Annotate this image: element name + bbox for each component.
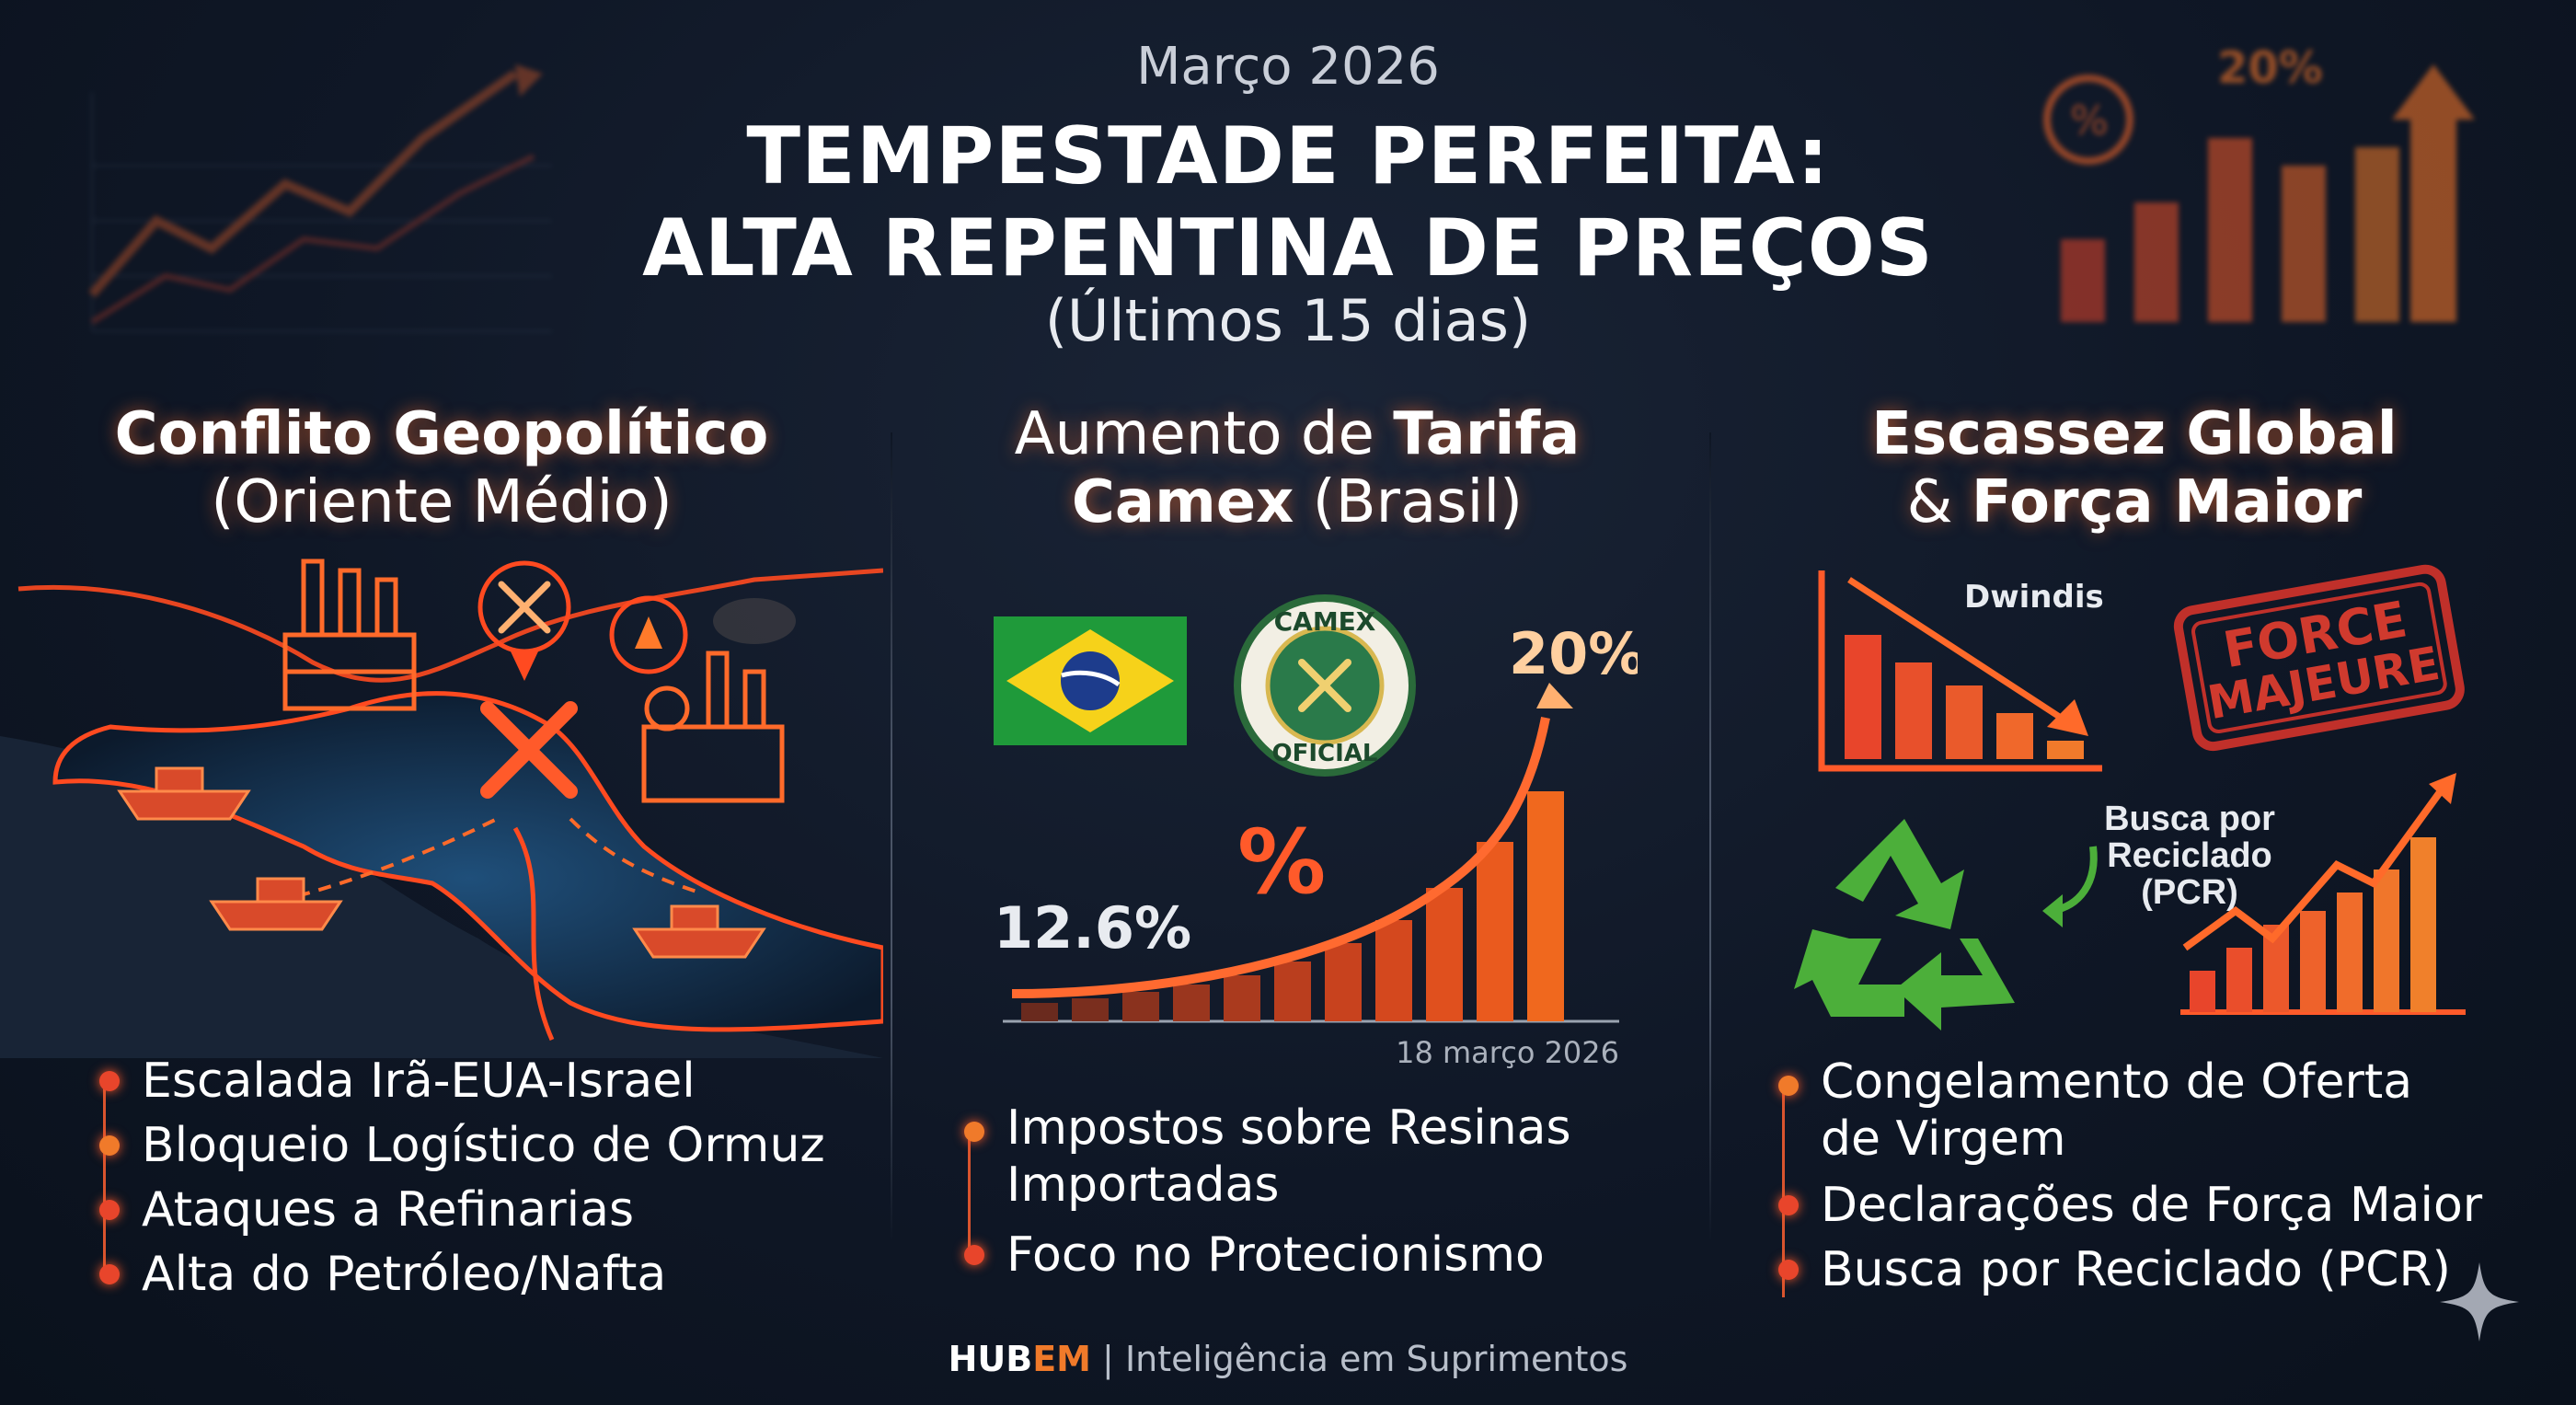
page-title: TEMPESTADE PERFEITA: ALTA REPENTINA DE P… (0, 110, 2576, 294)
bullet-text: Foco no Protecionismo (1006, 1227, 1545, 1283)
bullet-dot-icon (1778, 1195, 1799, 1215)
brazil-flag-icon (994, 616, 1187, 745)
col1-bullet-item: Alta do Petróleo/Nafta (92, 1242, 865, 1307)
percent-symbol-icon: % (1237, 811, 1326, 914)
bullet-dot-icon (99, 1200, 120, 1220)
bullet-text: Impostos sobre Resinas Importadas (1006, 1100, 1571, 1213)
col3-heading-bold: Força Maior (1971, 468, 2363, 536)
tariff-bars (1021, 791, 1564, 1021)
col2-bullet-connector (968, 1132, 971, 1261)
pcr-label-line1: Busca por (2104, 800, 2275, 838)
col1-heading: Conflito Geopolítico (Oriente Médio) (18, 400, 865, 536)
footer-brand-b: EM (1032, 1339, 1091, 1379)
bullet-text: Declarações de Força Maior (1821, 1178, 2483, 1233)
footer-tagline: Inteligência em Suprimentos (1124, 1339, 1628, 1379)
bg-bar-chart-decoration: % 20% (2043, 46, 2475, 322)
column-divider-left (891, 432, 892, 1242)
bullet-dot-icon (964, 1245, 984, 1265)
dwindle-label: Dwindis (1964, 579, 2104, 616)
col2-bullet-list: Impostos sobre Resinas Importadas Foco n… (957, 1100, 1684, 1287)
sparkle-icon (2440, 1262, 2519, 1342)
header-date: Março 2026 (1136, 37, 1440, 97)
col2-heading-bold1: Tarifa (1393, 400, 1581, 468)
recycle-icon (1794, 819, 2015, 1031)
bullet-text: Alta do Petróleo/Nafta (142, 1247, 667, 1302)
bullet-text: Busca por Reciclado (PCR) (1821, 1242, 2451, 1297)
camex-seal-bottom-text: OFICIAL (1272, 740, 1378, 767)
bullet-dot-icon (1778, 1260, 1799, 1280)
col3-bullet-connector (1782, 1086, 1785, 1297)
col1-bullet-item: Ataques a Refinarias (92, 1178, 865, 1242)
col1-bullet-item: Escalada Irã-EUA-Israel (92, 1049, 865, 1113)
bullet-dot-icon (99, 1264, 120, 1284)
camex-seal-icon: CAMEX OFICIAL (1234, 594, 1416, 777)
bullet-dot-icon (1778, 1076, 1799, 1096)
tariff-new-value: 20% (1509, 620, 1638, 687)
rising-bar-chart-icon (2180, 773, 2466, 1015)
col3-heading-amp: & (1906, 468, 1972, 536)
bullet-text: Escalada Irã-EUA-Israel (142, 1054, 696, 1109)
page-subtitle: (Últimos 15 dias) (1044, 287, 1532, 354)
bullet-text: Congelamento de Oferta de Virgem (1821, 1054, 2413, 1167)
col3-bullet-item: Busca por Reciclado (PCR) (1771, 1238, 2562, 1302)
col3-bullet-list: Congelamento de Oferta de Virgem Declara… (1771, 1054, 2562, 1302)
pcr-search-label: Busca por Reciclado (PCR) (2070, 800, 2309, 911)
col2-heading: Aumento de Tarifa Camex (Brasil) (911, 400, 1684, 536)
bullet-dot-icon (964, 1122, 984, 1142)
chart-date-label: 18 março 2026 (1396, 1035, 1619, 1070)
bullet-dot-icon (99, 1071, 120, 1091)
bullet-dot-icon (99, 1135, 120, 1156)
footer: HUBEM | Inteligência em Suprimentos (0, 1339, 2576, 1379)
col1-bullet-connector (103, 1081, 106, 1274)
col2-heading-bold2: Camex (1071, 468, 1294, 536)
pcr-label-line3: (PCR) (2141, 873, 2238, 912)
bullet-text: Bloqueio Logístico de Ormuz (142, 1118, 825, 1173)
col3-heading: Escassez Global & Força Maior (1730, 400, 2539, 536)
dwindling-supply-chart-icon: Dwindis (1818, 570, 2104, 772)
col3-bullet-item: Declarações de Força Maior (1771, 1173, 2562, 1238)
col2-heading-pre: Aumento de (1014, 400, 1394, 468)
col1-heading-line1: Conflito Geopolítico (114, 400, 769, 468)
title-line-1: TEMPESTADE PERFEITA: (746, 110, 1830, 202)
pcr-label-line2: Reciclado (2107, 836, 2272, 875)
col2-bullet-item: Impostos sobre Resinas Importadas (957, 1100, 1684, 1214)
force-majeure-stamp-icon: FORCE MAJEURE (2173, 564, 2465, 752)
col1-heading-line2: (Oriente Médio) (211, 468, 673, 536)
col1-bullet-item: Bloqueio Logístico de Ormuz (92, 1113, 865, 1178)
camex-seal-top-text: CAMEX (1274, 606, 1376, 637)
middle-east-map-illustration (0, 559, 883, 1058)
col2-bullet-item: Foco no Protecionismo (957, 1223, 1684, 1287)
bullet-text: Ataques a Refinarias (142, 1182, 635, 1238)
footer-separator: | (1090, 1339, 1125, 1379)
col1-bullet-list: Escalada Irã-EUA-Israel Bloqueio Logísti… (92, 1049, 865, 1307)
col3-heading-line1: Escassez Global (1871, 400, 2398, 468)
svg-text:%: % (2070, 98, 2109, 144)
footer-brand-a: HUB (948, 1339, 1033, 1379)
curved-arrow-icon (2042, 846, 2098, 927)
tariff-old-value: 12.6% (994, 894, 1191, 962)
bg-line-chart-decoration (88, 64, 552, 332)
col3-bullet-item: Congelamento de Oferta de Virgem (1771, 1054, 2562, 1168)
column-divider-right (1709, 432, 1711, 1242)
tariff-increase-chart: 20% 12.6% % 18 março 2026 (994, 620, 1638, 1070)
bg-pct-label: 20% (2217, 46, 2323, 94)
title-line-2: ALTA REPENTINA DE PREÇOS (642, 202, 1934, 294)
col2-heading-post: (Brasil) (1294, 468, 1524, 536)
